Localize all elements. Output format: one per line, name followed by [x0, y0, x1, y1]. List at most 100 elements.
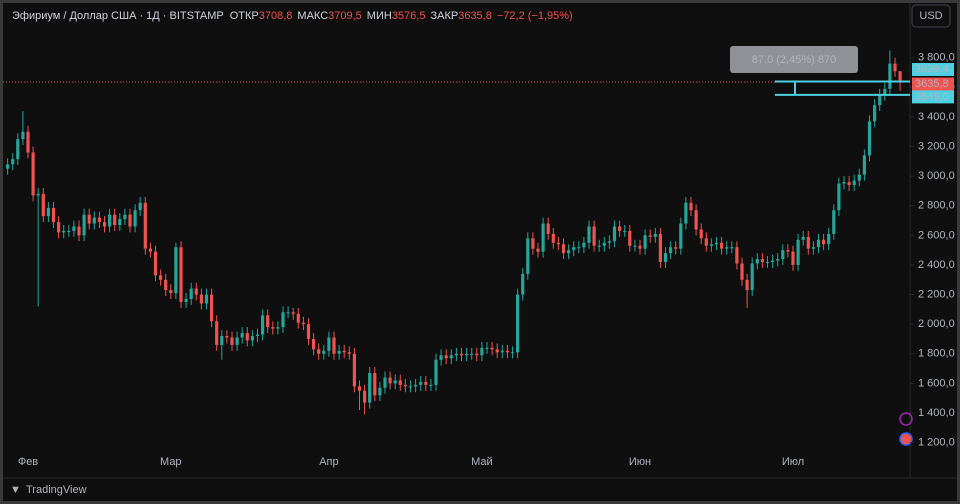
candle-body — [271, 327, 275, 329]
candle-body — [26, 131, 30, 153]
candle-body — [847, 182, 851, 186]
candle-body — [704, 238, 708, 246]
candle-body — [6, 164, 10, 169]
candle-body — [725, 247, 729, 249]
candle-body — [46, 207, 50, 217]
candle-body — [888, 63, 892, 89]
candle-body — [62, 230, 66, 233]
candle-body — [419, 381, 423, 385]
candle-body — [842, 182, 846, 184]
candle-body — [220, 336, 224, 345]
ohlc-name: ОТКР — [230, 10, 259, 22]
candle-body — [551, 233, 555, 243]
candle-body — [87, 214, 91, 224]
candle-body — [424, 381, 428, 385]
candle-body — [791, 251, 795, 265]
candle-body — [556, 242, 560, 245]
candle-body — [347, 352, 351, 354]
candle-body — [893, 63, 897, 72]
candle-body — [720, 242, 724, 249]
change: −72,2 (−1,95%) — [497, 10, 573, 22]
currency-label[interactable]: USD — [919, 10, 942, 22]
candle-body — [199, 294, 203, 304]
header: Эфириум / Доллар США · 1Д · BITSTAMP ОТКР… — [12, 10, 573, 22]
y-tick-label: 1 600,0 — [918, 377, 955, 389]
candle-body — [306, 324, 311, 339]
candle-body — [582, 242, 586, 248]
brand-name: TradingView — [26, 484, 87, 496]
candle-body — [837, 183, 841, 211]
candle-body — [113, 214, 117, 225]
candle-body — [567, 250, 571, 254]
ohlc-name: МИН — [367, 10, 392, 22]
last-price-tag: 3635,8 — [915, 78, 949, 90]
measure-label: 87,0 (2,45%) 870 — [752, 54, 836, 66]
candle-body — [679, 223, 683, 249]
ohlc-value: 3635,8 — [458, 10, 492, 22]
candle-body — [510, 352, 515, 354]
candle-body — [179, 247, 183, 302]
x-tick-label: Мар — [160, 456, 182, 468]
x-tick-label: Апр — [319, 456, 338, 468]
candle-body — [531, 238, 535, 249]
candle-body — [781, 250, 785, 260]
candle-body — [714, 242, 719, 245]
candle-body — [337, 350, 341, 354]
candle-body — [444, 355, 448, 359]
candle-body — [459, 353, 464, 356]
candle-body — [439, 355, 443, 360]
x-tick-label: Июн — [629, 456, 651, 468]
candle-body — [689, 202, 693, 211]
candle-body — [521, 273, 525, 295]
candle-body — [801, 236, 805, 240]
candle-body — [755, 259, 759, 264]
y-tick-label: 2 400,0 — [918, 259, 955, 271]
candle-body — [898, 71, 902, 83]
candle-body — [403, 384, 407, 387]
candle-body — [735, 247, 739, 264]
candle-body — [602, 242, 606, 246]
y-tick-label: 3 000,0 — [918, 170, 955, 182]
y-tick-label: 3 800,0 — [918, 52, 955, 64]
candle-body — [378, 387, 382, 396]
ohlc-name: ЗАКР — [430, 10, 458, 22]
candle-body — [663, 253, 668, 263]
candle-body — [31, 152, 35, 196]
candle-body — [153, 251, 158, 276]
measure-to-tag: 3639,4 — [915, 63, 949, 75]
candle-body — [434, 359, 438, 385]
alert-icon[interactable] — [899, 412, 913, 426]
candle-body — [138, 202, 142, 211]
candle-body — [189, 288, 193, 300]
candle-body — [92, 217, 96, 224]
ohlc-name: МАКС — [297, 10, 328, 22]
candle-body — [572, 247, 576, 251]
candle-body — [612, 226, 617, 242]
candle-body — [169, 290, 173, 294]
candle-body — [72, 226, 76, 231]
candle-body — [811, 247, 815, 249]
candle-body — [857, 174, 861, 181]
candle-body — [592, 226, 596, 246]
event-icon[interactable] — [899, 432, 913, 446]
candle-body — [388, 377, 392, 384]
symbol-title: Эфириум / Доллар США · 1Д · BITSTAMP — [12, 10, 224, 22]
x-tick-label: Июл — [782, 456, 804, 468]
candle-body — [296, 313, 300, 323]
candle-body — [133, 210, 137, 227]
ohlc-value: 3709,5 — [328, 10, 362, 22]
candle-body — [322, 350, 326, 354]
candle-body — [266, 315, 270, 328]
candle-body — [291, 312, 295, 314]
candle-body — [526, 238, 530, 274]
candle-body — [245, 333, 249, 341]
currency-button[interactable] — [911, 4, 951, 28]
candle-body — [67, 230, 71, 232]
candle-body — [102, 222, 107, 227]
ohlc-value: 3708,8 — [259, 10, 293, 22]
candle-body — [118, 219, 122, 225]
ohlc-value: 3576,5 — [392, 10, 426, 22]
candle-body — [623, 230, 627, 232]
candle-body — [51, 207, 56, 223]
